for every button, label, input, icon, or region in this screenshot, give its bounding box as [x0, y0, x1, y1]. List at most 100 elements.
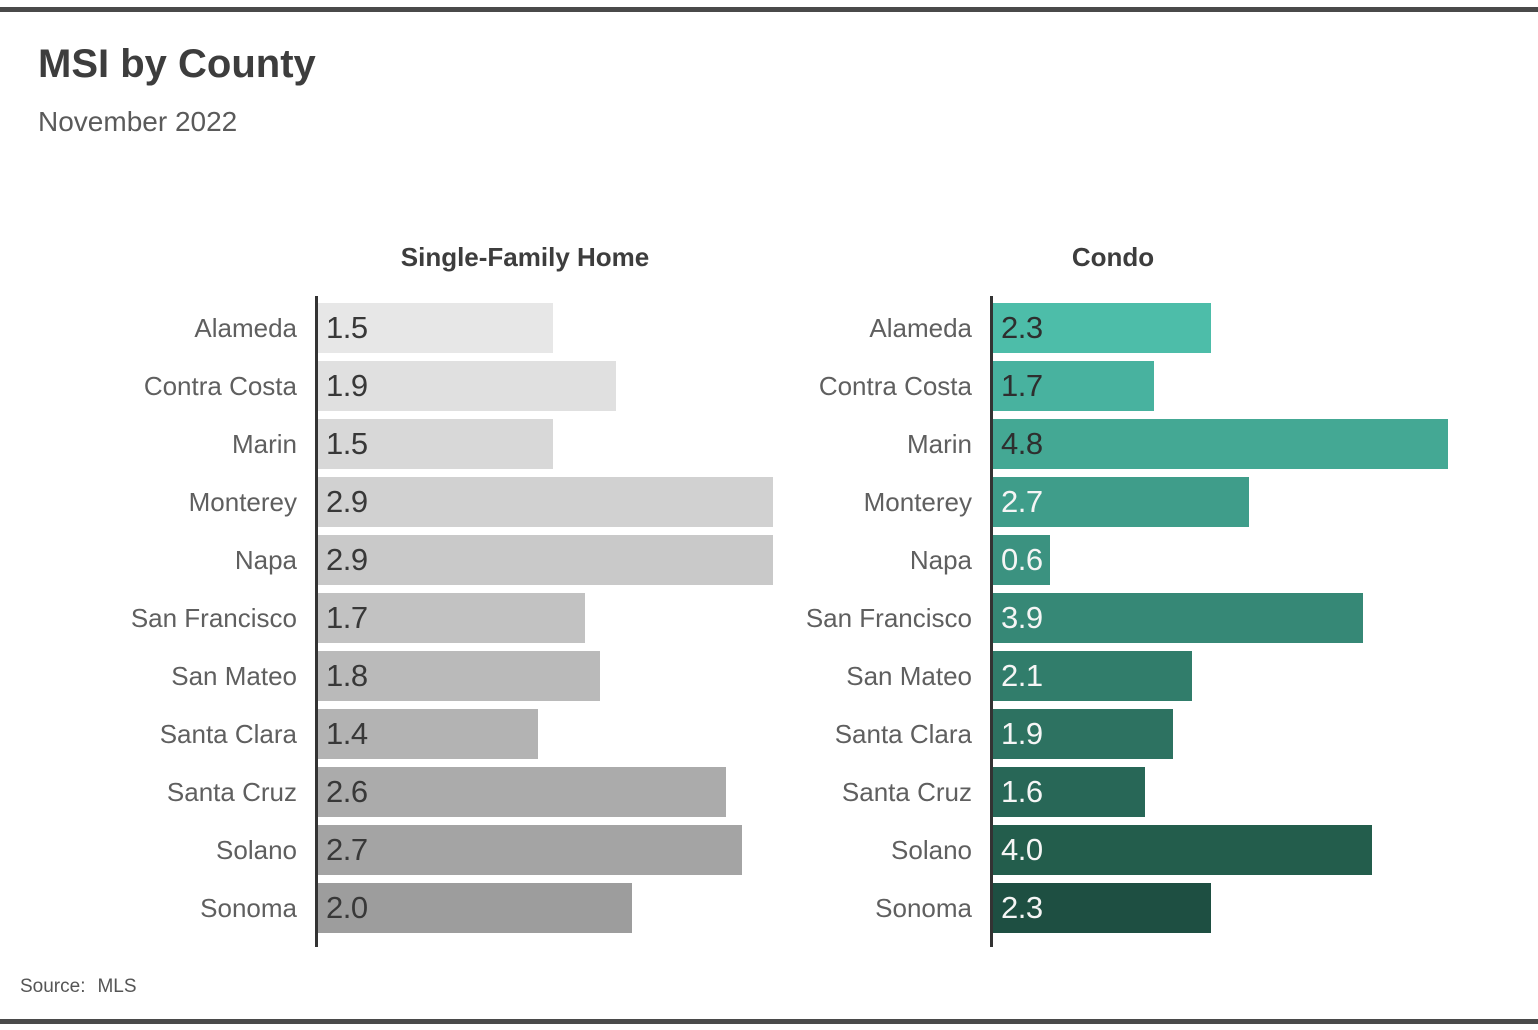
bar-value-label: 1.6: [1001, 774, 1043, 809]
category-label: Napa: [909, 545, 972, 575]
source-note: Source: MLS: [20, 976, 137, 998]
bar-value-label: 1.5: [326, 426, 368, 461]
bar-value-label: 2.9: [326, 484, 368, 519]
bar-marin: 1.5: [318, 419, 553, 469]
bar-contra-costa: 1.7: [993, 361, 1154, 411]
bar-row: Napa 2.9: [38, 535, 773, 585]
bar-row: Napa 0.6: [713, 535, 1448, 585]
bar-value-label: 2.1: [1001, 658, 1043, 693]
bar-value-label: 2.9: [326, 542, 368, 577]
page-subtitle: November 2022: [38, 106, 238, 137]
bottom-divider: [0, 1019, 1538, 1024]
bar-value-label: 2.3: [1001, 890, 1043, 925]
bar-san-francisco: 3.9: [993, 593, 1363, 643]
bar-value-label: 3.9: [1001, 600, 1043, 635]
bar-santa-cruz: 2.6: [318, 767, 726, 817]
category-label: Marin: [906, 429, 972, 459]
bar-sonoma: 2.3: [993, 883, 1211, 933]
bar-value-label: 2.7: [1001, 484, 1043, 519]
category-label: Solano: [891, 835, 972, 865]
bar-contra-costa: 1.9: [318, 361, 616, 411]
category-label: San Francisco: [805, 603, 972, 633]
category-label: Contra Costa: [143, 371, 297, 401]
category-label: Santa Clara: [834, 719, 972, 749]
category-label: Alameda: [194, 313, 297, 343]
category-label: San Mateo: [171, 661, 297, 691]
bar-san-mateo: 2.1: [993, 651, 1192, 701]
category-label: Sonoma: [875, 893, 972, 923]
chart-title-condo: Condo: [1071, 242, 1155, 272]
bar-row: Solano 2.7: [38, 825, 773, 875]
chart-title-single-family: Single-Family Home: [400, 242, 650, 272]
bar-value-label: 4.0: [1001, 832, 1043, 867]
bar-napa: 2.9: [318, 535, 773, 585]
bar-napa: 0.6: [993, 535, 1050, 585]
bar-value-label: 2.7: [326, 832, 368, 867]
bar-row: Alameda 2.3: [713, 303, 1448, 353]
category-label: Santa Clara: [159, 719, 297, 749]
bar-row: San Francisco 1.7: [38, 593, 773, 643]
bar-alameda: 1.5: [318, 303, 553, 353]
bar-row: San Mateo 1.8: [38, 651, 773, 701]
bar-value-label: 1.4: [326, 716, 368, 751]
category-label: Monterey: [863, 487, 972, 517]
category-label: Solano: [216, 835, 297, 865]
bar-santa-cruz: 1.6: [993, 767, 1145, 817]
category-label: Santa Cruz: [166, 777, 297, 807]
bar-row: Contra Costa 1.9: [38, 361, 773, 411]
y-axis-line: [990, 296, 993, 947]
bar-santa-clara: 1.9: [993, 709, 1173, 759]
bar-row: Sonoma 2.3: [713, 883, 1448, 933]
bar-row: Contra Costa 1.7: [713, 361, 1448, 411]
source-label: Source:: [20, 976, 86, 997]
bar-value-label: 2.3: [1001, 310, 1043, 345]
bar-value-label: 0.6: [1001, 542, 1043, 577]
bar-row: Alameda 1.5: [38, 303, 773, 353]
bar-row: Santa Clara 1.4: [38, 709, 773, 759]
bar-value-label: 1.9: [1001, 716, 1043, 751]
bar-row: Monterey 2.9: [38, 477, 773, 527]
category-label: San Francisco: [130, 603, 297, 633]
y-axis-line: [315, 296, 318, 947]
bar-value-label: 2.0: [326, 890, 368, 925]
bar-value-label: 4.8: [1001, 426, 1043, 461]
bar-value-label: 1.9: [326, 368, 368, 403]
bar-san-francisco: 1.7: [318, 593, 585, 643]
bar-marin: 4.8: [993, 419, 1448, 469]
single-family-chart: Alameda 1.5 Contra Costa 1.9 Marin 1.5 Montere…: [38, 296, 773, 947]
bar-monterey: 2.7: [993, 477, 1249, 527]
bar-santa-clara: 1.4: [318, 709, 538, 759]
bar-value-label: 1.8: [326, 658, 368, 693]
bar-solano: 2.7: [318, 825, 742, 875]
bar-row: Santa Cruz 2.6: [38, 767, 773, 817]
bar-value-label: 2.6: [326, 774, 368, 809]
bar-row: Santa Cruz 1.6: [713, 767, 1448, 817]
category-label: Alameda: [869, 313, 972, 343]
page-title: MSI by County: [38, 42, 316, 86]
bar-row: Monterey 2.7: [713, 477, 1448, 527]
bar-row: Santa Clara 1.9: [713, 709, 1448, 759]
category-label: San Mateo: [846, 661, 972, 691]
category-label: Napa: [234, 545, 297, 575]
bar-sonoma: 2.0: [318, 883, 632, 933]
bar-row: San Francisco 3.9: [713, 593, 1448, 643]
bar-value-label: 1.7: [326, 600, 368, 635]
bar-monterey: 2.9: [318, 477, 773, 527]
bar-value-label: 1.7: [1001, 368, 1043, 403]
bar-row: Marin 4.8: [713, 419, 1448, 469]
condo-chart: Alameda 2.3 Contra Costa 1.7 Marin 4.8 Montere…: [713, 296, 1448, 947]
bar-row: Solano 4.0: [713, 825, 1448, 875]
bar-alameda: 2.3: [993, 303, 1211, 353]
top-divider: [0, 7, 1538, 12]
category-label: Sonoma: [200, 893, 297, 923]
category-label: Santa Cruz: [841, 777, 972, 807]
bar-row: Marin 1.5: [38, 419, 773, 469]
bar-solano: 4.0: [993, 825, 1372, 875]
bar-value-label: 1.5: [326, 310, 368, 345]
category-label: Marin: [231, 429, 297, 459]
category-label: Monterey: [188, 487, 297, 517]
bar-row: Sonoma 2.0: [38, 883, 773, 933]
category-label: Contra Costa: [818, 371, 972, 401]
bar-row: San Mateo 2.1: [713, 651, 1448, 701]
bar-san-mateo: 1.8: [318, 651, 600, 701]
